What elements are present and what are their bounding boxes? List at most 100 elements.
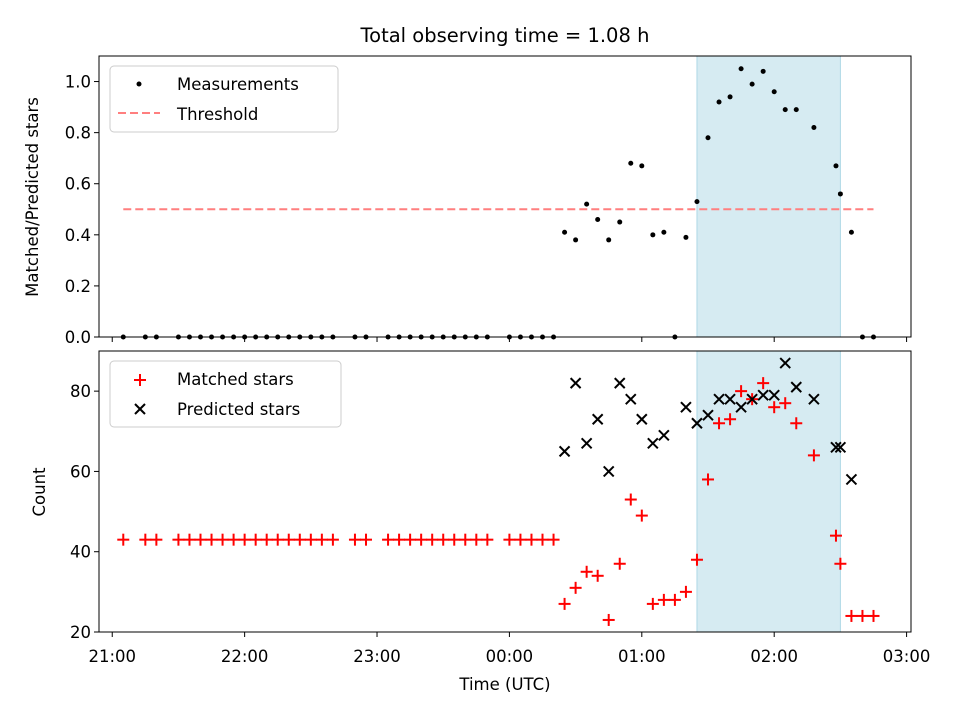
measurement-point [628,160,634,166]
matched-star-point [525,533,538,546]
x-tick-label: 03:00 [883,647,931,666]
top-y-ticks: 0.0 0.2 0.4 0.6 0.8 1.0 [65,73,99,347]
matched-star-point [845,609,858,622]
measurement-point [837,191,843,197]
measurement-point [811,125,817,131]
measurement-point [683,234,689,240]
measurement-point [738,66,744,72]
x-tick-label: 22:00 [221,647,269,666]
matched-star-point [635,509,648,522]
matched-star-point [437,533,450,546]
legend-label-predicted: Predicted stars [177,400,300,419]
measurement-point [716,99,722,105]
matched-star-point [790,417,803,430]
matched-star-point [393,533,406,546]
matched-star-point [359,533,372,546]
y-tick-label: 60 [70,462,91,481]
matched-star-point [602,613,615,626]
predicted-star-point [713,393,725,405]
matched-star-point [867,609,880,622]
predicted-star-point [647,437,659,450]
top-legend-box [109,65,339,133]
measurement-point [705,135,711,141]
matched-star-point [646,597,659,610]
matched-star-point [779,397,792,410]
matched-star-point [348,533,361,546]
matched-star-point [807,449,820,462]
matched-star-point [558,597,571,610]
measurement-point [727,94,733,100]
matched-star-point [139,533,152,546]
predicted-star-point [757,389,769,401]
y-tick-label: 0.8 [65,124,91,143]
predicted-star-point [691,417,703,429]
predicted-star-point [834,441,847,454]
top-y-axis-label: Matched/Predicted stars [23,97,42,297]
matched-star-point [382,533,395,546]
y-tick-label: 0.6 [65,175,91,194]
matched-star-point [183,533,196,546]
matched-star-point [459,533,472,546]
matched-star-point [470,533,483,546]
matched-star-point [768,401,781,414]
matched-star-point [580,565,593,578]
matched-star-point [448,533,461,546]
y-tick-label: 0.0 [65,328,91,347]
matched-star-point [514,533,527,546]
matched-star-point [829,529,842,542]
legend-measurement-marker [136,81,142,87]
matched-star-point [216,533,229,546]
matched-star-point [547,533,560,546]
matched-star-point [657,593,670,606]
bottom-y-ticks: 20 40 60 80 [70,382,99,642]
x-tick-label: 02:00 [750,647,798,666]
predicted-star-point [790,381,802,393]
matched-star-point [724,413,737,426]
measurement-point [833,163,839,169]
top-legend: Measurements Threshold [109,65,339,133]
predicted-star-point [658,429,670,442]
top-plot-frame [98,55,912,338]
legend-label-measurements: Measurements [177,75,299,94]
matched-star-point [613,557,626,570]
measurement-point [749,81,755,87]
top-x-ticks [111,337,908,342]
measurement-point [595,216,601,222]
measurement-point [617,219,623,225]
bottom-legend: Matched stars Predicted stars [109,360,342,428]
measurement-point [760,68,766,74]
matched-star-point [293,533,306,546]
predicted-star-point [735,401,747,413]
matched-star-point [238,533,251,546]
matched-star-point [536,533,549,546]
matched-star-point [757,377,770,390]
matched-star-point [834,557,847,570]
matched-star-point [150,533,163,546]
count-points-layer [117,357,880,626]
predicted-star-point [591,413,604,425]
predicted-star-point [614,377,626,389]
matched-star-point [624,493,637,506]
predicted-star-point [702,409,714,421]
measurement-point [782,107,788,113]
matched-star-point [690,553,703,566]
matched-star-point [569,581,582,594]
matched-star-point [326,533,339,546]
matched-star-point [591,569,604,582]
predicted-star-point [680,401,692,413]
matched-star-point [304,533,317,546]
x-tick-label: 21:00 [88,647,136,666]
matched-star-point [404,533,417,546]
y-tick-label: 0.4 [65,226,91,245]
bottom-legend-box [109,360,342,428]
matched-star-point [315,533,328,546]
matched-star-point [249,533,262,546]
predicted-star-point [636,413,648,425]
matched-star-point [194,533,207,546]
predicted-star-point [768,389,780,401]
predicted-star-point [808,393,820,405]
y-tick-label: 20 [70,623,91,642]
matched-star-point [702,473,714,486]
matched-star-point [260,533,273,546]
